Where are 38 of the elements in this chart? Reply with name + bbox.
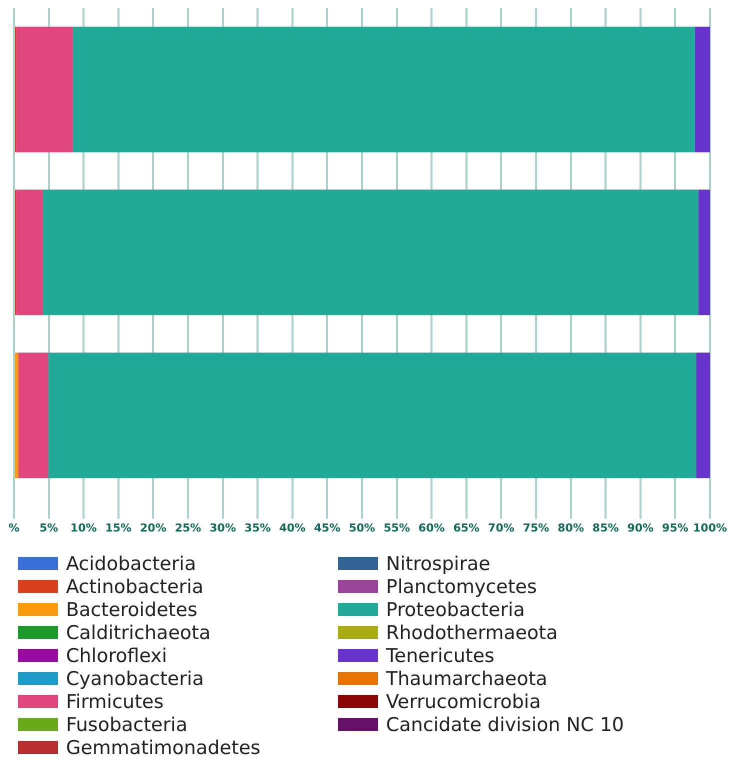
legend-label: Proteobacteria: [386, 598, 525, 620]
x-tick-label: 75%: [522, 521, 550, 534]
legend-label: Planctomycetes: [386, 576, 537, 598]
legend-label: Cyanobacteria: [66, 668, 204, 690]
x-tick-label: 45%: [314, 521, 340, 534]
x-tick-label: %: [8, 521, 20, 534]
x-tick-label: 90%: [627, 521, 654, 534]
legend-label: Actinobacteria: [66, 576, 204, 598]
x-tick-label: 60%: [418, 521, 445, 534]
x-tick-label: 30%: [210, 521, 236, 534]
legend-label: Nitrospirae: [386, 552, 490, 574]
legend-label: Firmicutes: [66, 690, 164, 712]
legend-label: Gemmatimonadetes: [66, 736, 260, 758]
x-tick-label: 5%: [39, 521, 58, 534]
legend-label: Fusobacteria: [66, 714, 188, 736]
legend-label: Rhodothermaeota: [386, 622, 558, 644]
x-tick-label: 65%: [453, 521, 480, 534]
x-tick-label: 95%: [662, 521, 688, 534]
x-tick-label: 40%: [279, 521, 306, 534]
x-tick-label: 25%: [174, 521, 202, 534]
x-tick-label: 55%: [384, 521, 410, 534]
legend-label: Chloroflexi: [66, 644, 168, 666]
x-tick-label: 15%: [105, 521, 132, 534]
legend-label: Cancidate division NC 10: [386, 714, 624, 736]
x-tick-label: 10%: [70, 521, 97, 534]
x-tick-label: 85%: [592, 521, 619, 534]
x-tick-label: 100%: [693, 521, 727, 534]
legend-label: Bacteroidetes: [66, 598, 198, 620]
x-tick-label: 35%: [244, 521, 271, 534]
legend-label: Verrucomicrobia: [386, 690, 541, 712]
legend-label: Thaumarchaeota: [386, 668, 548, 690]
x-tick-label: 20%: [140, 521, 166, 534]
x-tick-label: 80%: [558, 521, 584, 534]
legend-label: Tenericutes: [386, 644, 494, 666]
legend-label: Acidobacteria: [66, 552, 196, 574]
x-tick-label: 70%: [488, 521, 514, 534]
x-tick-label: 50%: [348, 521, 376, 534]
legend-label: Calditrichaeota: [66, 622, 211, 644]
